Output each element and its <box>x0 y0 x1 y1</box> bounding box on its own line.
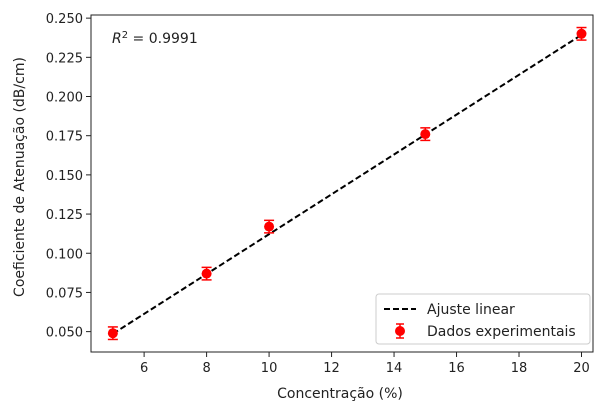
grid-and-axes: 6 8 10 12 14 16 18 20 0.050 0.075 0.100 0.125 0.150 0… <box>46 12 590 376</box>
x-tick-label: 20 <box>573 361 590 376</box>
data-points-group <box>107 26 587 341</box>
y-tick-label: 0.075 <box>46 286 83 301</box>
r-squared-symbol: R <box>112 31 122 47</box>
y-tick-label: 0.100 <box>46 247 83 262</box>
legend-data-marker <box>395 326 405 336</box>
data-point <box>264 221 275 232</box>
y-axis-label: Coeficiente de Atenuação (dB/cm) <box>12 57 28 297</box>
legend-box <box>375 293 591 345</box>
y-tick-label: 0.050 <box>46 326 83 341</box>
legend-data-label: Dados experimentais <box>427 324 576 340</box>
plot-frame <box>90 14 594 353</box>
data-point <box>201 268 212 279</box>
x-tick-label: 14 <box>386 361 403 376</box>
r-squared-annotation: R2 = 0.9991 <box>112 30 198 48</box>
y-tick-label: 0.175 <box>46 130 83 145</box>
y-tick-label: 0.200 <box>46 91 83 106</box>
r-squared-exponent: 2 <box>122 30 128 41</box>
fit-line-group <box>112 34 583 335</box>
r-squared-value: = 0.9991 <box>128 31 198 47</box>
x-tick-label: 8 <box>202 361 210 376</box>
x-axis-label: Concentração (%) <box>277 386 403 402</box>
y-tick-label: 0.125 <box>46 208 83 223</box>
legend: Ajuste linear Dados experimentais <box>375 293 591 345</box>
data-point <box>107 328 118 339</box>
x-tick-label: 10 <box>261 361 278 376</box>
data-point <box>576 28 587 39</box>
x-tick-label: 6 <box>140 361 148 376</box>
fit-line <box>112 34 583 335</box>
y-tick-label: 0.250 <box>46 12 83 27</box>
x-tick-label: 16 <box>448 361 465 376</box>
y-tick-label: 0.150 <box>46 169 83 184</box>
data-point <box>420 129 431 140</box>
x-tick-label: 18 <box>511 361 528 376</box>
legend-fit-line-label: Ajuste linear <box>427 302 515 318</box>
plot-frame-group <box>90 14 594 353</box>
x-tick-label: 12 <box>323 361 340 376</box>
y-tick-label: 0.225 <box>46 51 83 66</box>
